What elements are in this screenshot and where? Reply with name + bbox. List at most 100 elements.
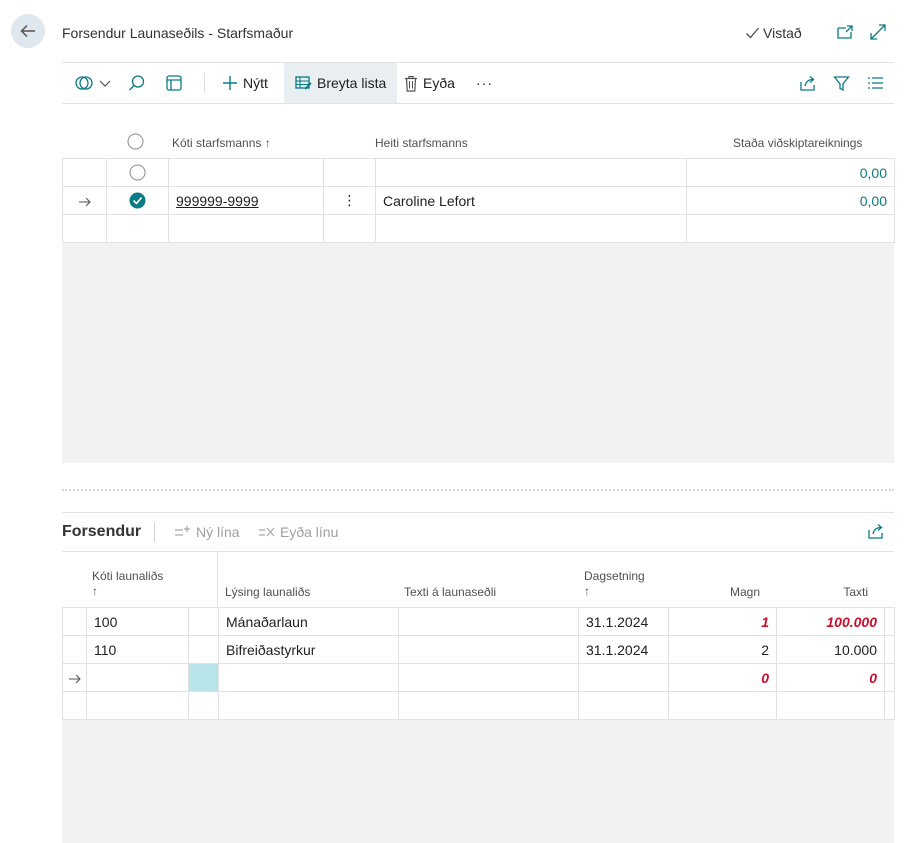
column-header-quantity[interactable]: Magn <box>729 585 760 599</box>
employee-list: 0,00 999999-9999 ⋮ Caroline Lefort 0,00 <box>62 158 895 243</box>
subpage-action-bar: Forsendur Ný lína Eyða línu <box>62 512 894 552</box>
empty-cell <box>375 214 687 243</box>
focus-mode-button[interactable] <box>165 63 183 103</box>
trash-icon <box>405 75 417 92</box>
expand-button[interactable] <box>869 23 887 41</box>
quantity-cell[interactable]: 0 <box>668 663 777 692</box>
empty-cell <box>188 691 219 720</box>
employee-code-cell[interactable] <box>168 158 324 187</box>
row-menu-button[interactable]: ⋮ <box>323 186 376 215</box>
overflow-cell <box>884 607 895 636</box>
column-header-pay-code[interactable]: Kóti launaliðs ↑ <box>92 569 163 599</box>
plus-icon <box>223 76 237 90</box>
pay-code-cell[interactable] <box>86 663 189 692</box>
empty-cell <box>578 691 669 720</box>
edit-list-button[interactable]: Breyta lista <box>284 63 398 103</box>
pay-code-cell[interactable]: 100 <box>86 607 189 636</box>
back-button[interactable] <box>11 14 45 48</box>
row-indicator <box>62 607 87 636</box>
more-options-button[interactable]: ··· <box>476 63 493 103</box>
pay-code-cell[interactable]: 110 <box>86 635 189 664</box>
subpage-title: Forsendur <box>62 523 142 540</box>
description-cell[interactable]: Bifreiðastyrkur <box>218 635 399 664</box>
toolbar-divider <box>204 73 205 93</box>
row-indicator <box>62 158 107 187</box>
header-divider <box>217 551 218 607</box>
column-header-description[interactable]: Lýsing launaliðs <box>225 585 311 599</box>
new-button[interactable]: Nýtt <box>222 63 268 103</box>
empty-cell <box>686 214 895 243</box>
table-row[interactable]: 100 Mánaðarlaun 31.1.2024 1 100.000 <box>62 607 895 636</box>
new-line-icon <box>175 526 190 536</box>
column-header-date[interactable]: Dagsetning ↑ <box>584 569 645 599</box>
payslip-text-cell[interactable] <box>398 663 579 692</box>
check-icon <box>746 27 759 39</box>
select-all-checkbox[interactable] <box>127 133 144 153</box>
rate-cell[interactable]: 10.000 <box>776 635 885 664</box>
delete-line-label: Eyða línu <box>280 524 339 540</box>
share-button[interactable] <box>799 63 817 103</box>
balance-cell[interactable]: 0,00 <box>686 186 895 215</box>
date-cell[interactable]: 31.1.2024 <box>578 635 669 664</box>
table-row[interactable]: 999999-9999 ⋮ Caroline Lefort 0,00 <box>62 186 895 215</box>
filter-icon <box>833 75 850 91</box>
payslip-text-cell[interactable] <box>398 607 579 636</box>
delete-label: Eyða <box>423 75 455 91</box>
quantity-cell[interactable]: 2 <box>668 635 777 664</box>
table-row[interactable]: 110 Bifreiðastyrkur 31.1.2024 2 10.000 <box>62 635 895 664</box>
circle-checkbox-icon <box>129 164 146 181</box>
row-indicator <box>62 663 87 692</box>
pay-lines-grid: 100 Mánaðarlaun 31.1.2024 1 100.000 110 … <box>62 607 895 720</box>
employee-code-link[interactable]: 999999-9999 <box>176 192 259 209</box>
description-cell[interactable]: Mánaðarlaun <box>218 607 399 636</box>
table-row[interactable] <box>62 691 895 720</box>
description-cell[interactable] <box>218 663 399 692</box>
delete-button[interactable]: Eyða <box>404 63 455 103</box>
circle-checkbox-icon <box>127 133 144 150</box>
row-menu-cell <box>323 158 376 187</box>
chevron-down-icon <box>99 80 111 87</box>
row-menu-cell <box>188 635 219 664</box>
open-in-new-window-icon <box>837 25 853 39</box>
column-header-rate[interactable]: Taxti <box>843 585 868 599</box>
quantity-cell[interactable]: 1 <box>668 607 777 636</box>
column-header-employee-name[interactable]: Heiti starfsmanns <box>375 136 468 150</box>
employee-name-cell[interactable] <box>375 158 687 187</box>
views-dropdown[interactable] <box>74 63 111 103</box>
column-header-payslip-text[interactable]: Texti á launaseðli <box>404 585 497 599</box>
open-new-window-button[interactable] <box>836 23 854 41</box>
table-row[interactable]: 0,00 <box>62 158 895 187</box>
resize-splitter[interactable] <box>62 489 894 491</box>
list-view-button[interactable] <box>867 63 884 103</box>
rate-cell[interactable]: 100.000 <box>776 607 885 636</box>
subpage-share-button[interactable] <box>867 523 885 543</box>
edit-list-label: Breyta lista <box>317 75 387 91</box>
row-menu-cell-selected[interactable] <box>188 663 219 692</box>
balance-cell[interactable]: 0,00 <box>686 158 895 187</box>
rate-cell[interactable]: 0 <box>776 663 885 692</box>
column-header-date-label: Dagsetning <box>584 569 645 583</box>
overflow-cell <box>884 635 895 664</box>
delete-line-button[interactable]: Eyða línu <box>258 524 338 540</box>
filter-button[interactable] <box>833 63 850 103</box>
empty-cell <box>668 691 777 720</box>
row-select-checkbox[interactable] <box>106 158 169 187</box>
date-cell[interactable] <box>578 663 669 692</box>
column-header-account-balance[interactable]: Staða viðskiptareiknings <box>733 136 863 150</box>
date-cell[interactable]: 31.1.2024 <box>578 607 669 636</box>
table-row[interactable]: 0 0 <box>62 663 895 692</box>
search-button[interactable] <box>128 63 146 103</box>
column-header-employee-code[interactable]: Kóti starfsmanns ↑ <box>172 136 271 150</box>
row-select-checkbox[interactable] <box>106 186 169 215</box>
saved-status: Vistað <box>745 25 802 41</box>
payslip-text-cell[interactable] <box>398 635 579 664</box>
employee-code-cell[interactable]: 999999-9999 <box>168 186 324 215</box>
empty-cell <box>62 691 87 720</box>
table-row[interactable] <box>62 214 895 243</box>
sort-ascending-icon: ↑ <box>584 584 590 598</box>
delete-line-icon <box>259 527 275 537</box>
employee-name-cell[interactable]: Caroline Lefort <box>375 186 687 215</box>
new-line-button[interactable]: Ný lína <box>174 524 240 540</box>
arrow-left-icon <box>20 25 35 37</box>
share-icon <box>868 524 883 539</box>
